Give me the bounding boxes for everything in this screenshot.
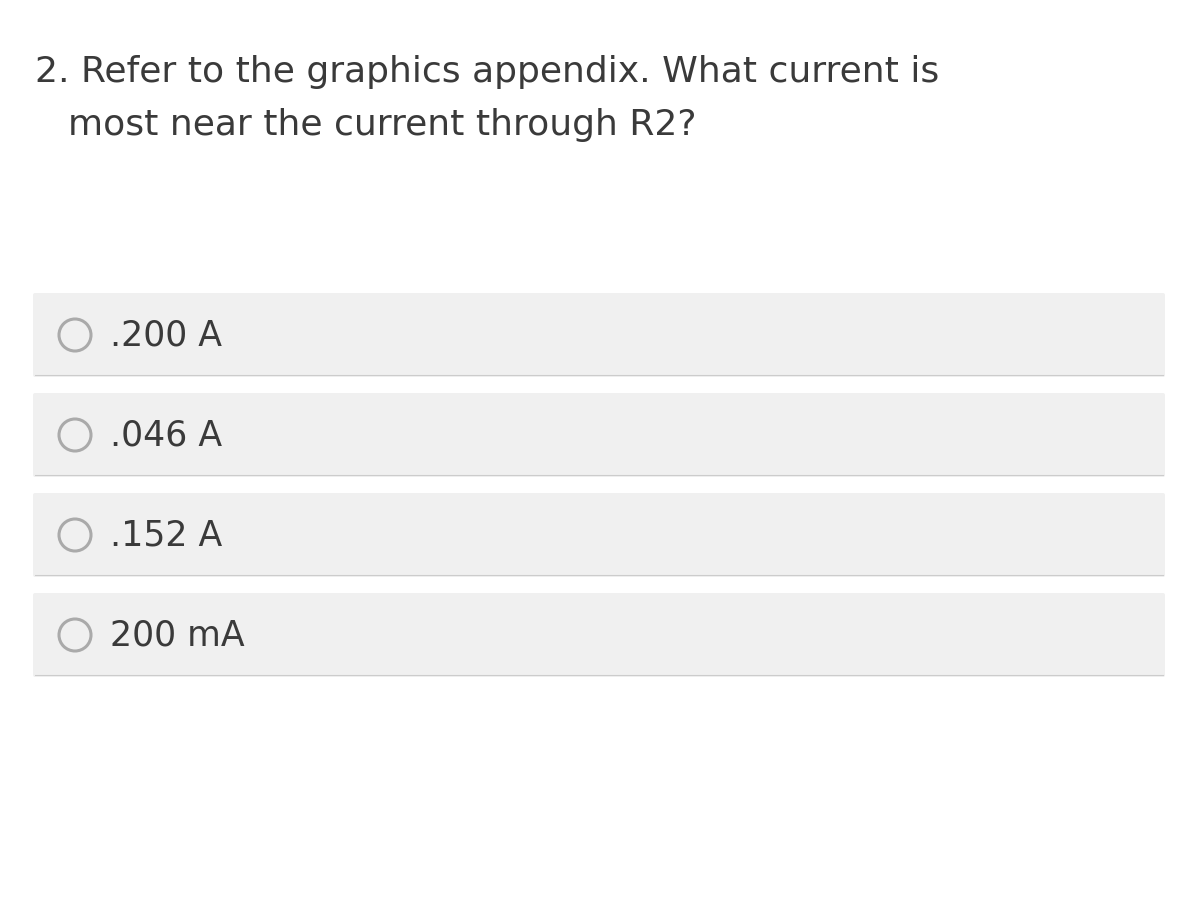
FancyBboxPatch shape <box>34 593 1165 677</box>
FancyBboxPatch shape <box>34 393 1165 477</box>
Text: .046 A: .046 A <box>110 418 222 452</box>
Text: .200 A: .200 A <box>110 318 222 352</box>
Text: 2. Refer to the graphics appendix. What current is: 2. Refer to the graphics appendix. What … <box>35 55 940 89</box>
FancyBboxPatch shape <box>34 493 1165 577</box>
Text: .152 A: .152 A <box>110 518 222 552</box>
FancyBboxPatch shape <box>34 293 1165 377</box>
Text: most near the current through R2?: most near the current through R2? <box>68 108 696 142</box>
Text: 200 mA: 200 mA <box>110 618 245 652</box>
